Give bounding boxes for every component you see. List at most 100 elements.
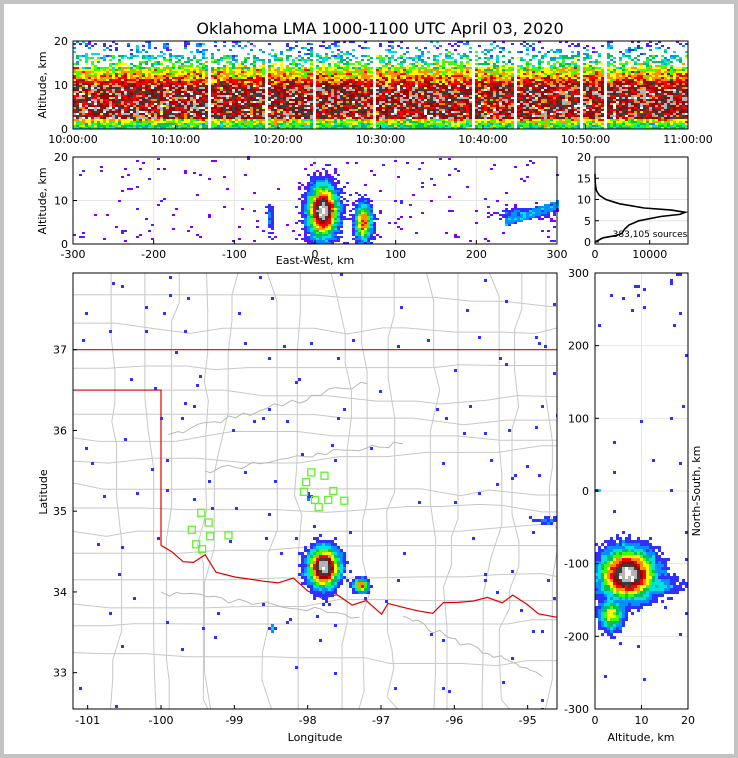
- source-density-cell: [190, 63, 193, 65]
- source-density-cell: [187, 95, 190, 97]
- source-density-cell: [292, 87, 295, 89]
- source-density-cell: [316, 67, 319, 69]
- source-density-cell: [121, 121, 124, 123]
- source-density-cell: [319, 81, 322, 83]
- source-density-cell: [307, 75, 310, 77]
- source-density-cell: [433, 67, 436, 69]
- source-density-cell: [175, 71, 178, 73]
- source-density-cell: [118, 123, 121, 125]
- source-density-cell: [229, 111, 232, 113]
- source-density-cell: [415, 123, 418, 125]
- source-density-cell: [226, 111, 229, 113]
- source-density-cell: [175, 97, 178, 99]
- source-density-cell: [484, 99, 487, 101]
- source-density-cell: [163, 47, 166, 49]
- source-density-cell: [295, 89, 298, 91]
- source-density-cell: [280, 97, 283, 99]
- source-density-cell: [409, 63, 412, 65]
- source-density-cell: [295, 63, 298, 65]
- source-density-cell: [91, 121, 94, 123]
- source-density-cell: [238, 119, 241, 121]
- source-density-cell: [262, 67, 265, 69]
- source-density-cell: [433, 105, 436, 107]
- source-density-cell: [304, 123, 307, 125]
- source-density-cell: [346, 117, 349, 119]
- source-density-cell: [223, 95, 226, 97]
- source-density-cell: [388, 109, 391, 111]
- source-density-cell: [127, 125, 130, 127]
- source-density-cell: [436, 123, 439, 125]
- source-density-cell: [166, 103, 169, 105]
- source-density-cell: [379, 69, 382, 71]
- source-density-cell: [76, 77, 79, 79]
- source-density-cell: [388, 91, 391, 93]
- source-density-cell: [73, 85, 76, 87]
- source-density-cell: [115, 99, 118, 101]
- source-density-cell: [337, 89, 340, 91]
- source-density-cell: [430, 41, 433, 43]
- source-density-cell: [280, 113, 283, 115]
- source-density-cell: [229, 69, 232, 71]
- source-density-cell: [352, 95, 355, 97]
- source-density-cell: [430, 85, 433, 87]
- source-density-cell: [268, 81, 271, 83]
- source-density-cell: [223, 123, 226, 125]
- source-density-cell: [391, 109, 394, 111]
- source-density-cell: [181, 65, 184, 67]
- source-density-cell: [238, 127, 241, 129]
- source-density-cell: [343, 105, 346, 107]
- source-density-cell: [304, 119, 307, 121]
- source-density-cell: [136, 55, 139, 57]
- source-density-cell: [127, 79, 130, 81]
- source-density-cell: [337, 65, 340, 67]
- source-density-cell: [475, 109, 478, 111]
- source-density-cell: [376, 99, 379, 101]
- source-density-cell: [319, 73, 322, 75]
- source-density-cell: [445, 79, 448, 81]
- source-density-cell: [499, 89, 502, 91]
- source-density-cell: [112, 41, 115, 43]
- source-density-cell: [136, 73, 139, 75]
- source-density-cell: [361, 87, 364, 89]
- source-density-cell: [499, 77, 502, 79]
- source-density-cell: [463, 79, 466, 81]
- source-density-cell: [157, 107, 160, 109]
- source-density-cell: [283, 109, 286, 111]
- source-density-cell: [481, 117, 484, 119]
- source-density-cell: [232, 73, 235, 75]
- source-density-cell: [268, 53, 271, 55]
- source-density-cell: [202, 69, 205, 71]
- source-density-cell: [73, 109, 76, 111]
- source-density-cell: [271, 93, 274, 95]
- source-density-cell: [169, 111, 172, 113]
- source-density-cell: [274, 71, 277, 73]
- source-density-cell: [268, 117, 271, 119]
- source-density-cell: [286, 117, 289, 119]
- source-density-cell: [451, 61, 454, 63]
- source-density-cell: [85, 75, 88, 77]
- source-density-cell: [484, 71, 487, 73]
- source-density-cell: [82, 77, 85, 79]
- source-density-cell: [271, 113, 274, 115]
- source-density-cell: [109, 77, 112, 79]
- source-density-cell: [328, 63, 331, 65]
- source-density-cell: [244, 121, 247, 123]
- source-density-cell: [160, 87, 163, 89]
- source-density-cell: [142, 127, 145, 129]
- source-density-cell: [481, 77, 484, 79]
- source-density-cell: [181, 81, 184, 83]
- source-density-cell: [112, 69, 115, 71]
- source-density-cell: [262, 63, 265, 65]
- source-density-cell: [436, 81, 439, 83]
- source-density-cell: [394, 113, 397, 115]
- source-density-cell: [259, 113, 262, 115]
- source-density-cell: [445, 117, 448, 119]
- source-density-cell: [181, 97, 184, 99]
- source-density-cell: [73, 73, 76, 75]
- source-density-cell: [391, 103, 394, 105]
- source-density-cell: [430, 107, 433, 109]
- source-density-cell: [280, 77, 283, 79]
- source-density-cell: [427, 113, 430, 115]
- source-density-cell: [145, 89, 148, 91]
- source-density-cell: [427, 77, 430, 79]
